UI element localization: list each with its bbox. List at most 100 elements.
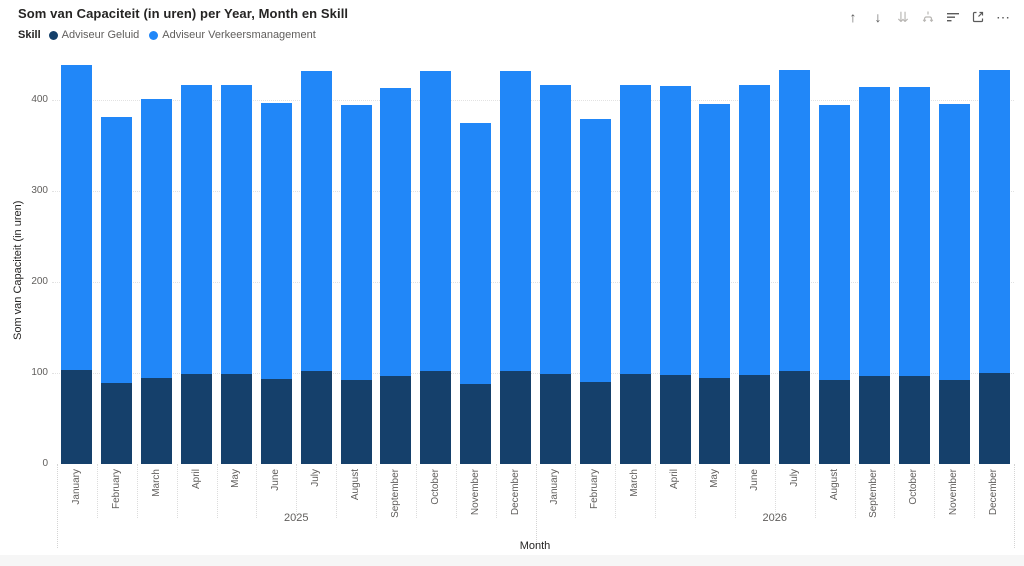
category-separator	[256, 464, 258, 518]
bar-segment[interactable]	[659, 86, 691, 375]
bar-segment[interactable]	[938, 380, 970, 464]
more-options-icon[interactable]: ⋯	[996, 9, 1010, 25]
bar-segment[interactable]	[579, 382, 611, 464]
bar-segment[interactable]	[739, 85, 771, 375]
bar-segment[interactable]	[699, 103, 731, 379]
legend-item[interactable]: Adviseur Verkeersmanagement	[149, 29, 316, 41]
x-axis-month-label: May	[230, 469, 242, 488]
category-separator	[136, 464, 138, 518]
category-separator	[176, 464, 178, 518]
category-separator	[894, 464, 896, 518]
x-axis-month-label: March	[629, 469, 641, 497]
bar-segment[interactable]	[61, 64, 93, 371]
y-axis-tick-label: 300	[31, 185, 48, 196]
bar-segment[interactable]	[978, 373, 1010, 464]
focus-mode-icon[interactable]	[969, 8, 987, 26]
drill-down-icon[interactable]: ↓	[869, 8, 887, 26]
drill-up-icon[interactable]: ↑	[844, 8, 862, 26]
bar-segment[interactable]	[978, 69, 1010, 373]
bar-segment[interactable]	[619, 84, 651, 374]
gridline	[52, 282, 1014, 283]
category-separator	[96, 464, 98, 518]
bar-segment[interactable]	[539, 85, 571, 374]
bar-segment[interactable]	[858, 375, 890, 464]
gridline	[52, 100, 1014, 101]
page-background-strip	[0, 555, 1024, 566]
bar-segment[interactable]	[460, 383, 492, 464]
bar-segment[interactable]	[699, 378, 731, 464]
sort-icon[interactable]	[944, 8, 962, 26]
y-axis-tick-label: 200	[31, 276, 48, 287]
bar-segment[interactable]	[340, 380, 372, 464]
bar-segment[interactable]	[61, 370, 93, 464]
chart-title: Som van Capaciteit (in uren) per Year, M…	[18, 6, 349, 21]
bar-segment[interactable]	[779, 371, 811, 464]
x-axis-month-label: April	[669, 469, 681, 490]
x-axis-month-label: October	[908, 469, 920, 505]
bar-segment[interactable]	[181, 373, 213, 464]
gridline	[52, 373, 1014, 374]
category-separator	[216, 464, 218, 518]
x-axis-month-label: September	[868, 469, 880, 518]
legend-item-label: Adviseur Verkeersmanagement	[162, 29, 316, 41]
bar-segment[interactable]	[659, 374, 691, 464]
bar-segment[interactable]	[101, 117, 133, 383]
category-separator	[575, 464, 577, 518]
x-axis-month-label: July	[310, 469, 322, 487]
bar-segment[interactable]	[141, 377, 173, 464]
year-separator	[535, 464, 537, 548]
x-axis-month-label: February	[589, 469, 601, 510]
x-axis-month-label: December	[988, 469, 1000, 516]
bar-segment[interactable]	[539, 373, 571, 464]
bar-segment[interactable]	[420, 371, 452, 464]
x-axis-month-label: June	[270, 469, 282, 491]
legend-dot	[149, 30, 159, 40]
category-separator	[615, 464, 617, 518]
bar-segment[interactable]	[300, 70, 332, 372]
visual-header-toolbar: ↑ ↓ ⇊ ⋯	[844, 8, 1012, 26]
x-axis-month-label: November	[948, 469, 960, 516]
category-separator	[774, 464, 776, 518]
bar-segment[interactable]	[500, 371, 532, 464]
bar-segment[interactable]	[819, 104, 851, 381]
bar-segment[interactable]	[260, 102, 292, 380]
legend-dot	[48, 30, 58, 40]
bar-segment[interactable]	[619, 373, 651, 464]
x-axis-month-label: November	[469, 469, 481, 516]
legend-item[interactable]: Adviseur Geluid	[48, 29, 139, 41]
y-axis-title: Som van Capaciteit (in uren)	[12, 200, 24, 340]
legend: Skill Adviseur Geluid Adviseur Verkeersma…	[18, 29, 316, 41]
bar-segment[interactable]	[579, 119, 611, 383]
bar-segment[interactable]	[739, 374, 771, 464]
category-separator	[814, 464, 816, 518]
expand-all-icon[interactable]	[919, 8, 937, 26]
bar-segment[interactable]	[898, 375, 930, 464]
bar-segment[interactable]	[101, 383, 133, 464]
bar-segment[interactable]	[858, 87, 890, 376]
bar-segment[interactable]	[260, 379, 292, 464]
bar-segment[interactable]	[181, 85, 213, 374]
category-separator	[495, 464, 497, 518]
bar-segment[interactable]	[380, 375, 412, 464]
bar-segment[interactable]	[460, 122, 492, 384]
bar-segment[interactable]	[779, 69, 811, 372]
bar-segment[interactable]	[380, 88, 412, 376]
category-separator	[376, 464, 377, 518]
bar-segment[interactable]	[898, 87, 930, 376]
go-to-next-level-icon[interactable]: ⇊	[894, 8, 912, 26]
bar-segment[interactable]	[500, 70, 532, 372]
x-axis-month-label: August	[350, 469, 362, 501]
bar-segment[interactable]	[300, 371, 332, 464]
bar-segment[interactable]	[340, 105, 372, 381]
bar-segment[interactable]	[938, 103, 970, 381]
x-axis-month-label: June	[748, 469, 760, 491]
bar-segment[interactable]	[220, 85, 252, 374]
bar-segment[interactable]	[141, 99, 173, 378]
x-axis-month-label: May	[708, 469, 720, 488]
bar-segment[interactable]	[819, 380, 851, 464]
bar-segment[interactable]	[220, 373, 252, 464]
bar-segment[interactable]	[420, 70, 452, 372]
category-separator	[415, 464, 417, 518]
